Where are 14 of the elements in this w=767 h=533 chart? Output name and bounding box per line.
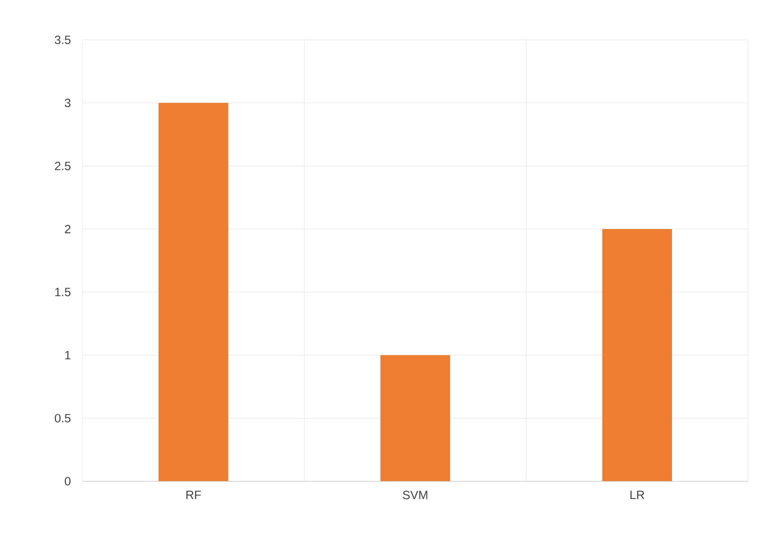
- y-tick-label: 1.5: [55, 288, 70, 296]
- y-tick-label: 3.5: [54, 36, 70, 44]
- y-tick-label: 2: [64, 224, 70, 234]
- bar: [158, 102, 228, 482]
- bar: [602, 228, 672, 482]
- x-tick-label: RF: [186, 490, 201, 499]
- y-tick-label: 1: [65, 351, 70, 360]
- bar: [380, 355, 450, 482]
- y-tick-label: 3: [64, 98, 70, 108]
- x-tick-label: LR: [630, 490, 644, 499]
- y-tick-label: 2.5: [54, 162, 70, 170]
- y-tick-label: 0.5: [54, 414, 70, 422]
- x-tick-label: SVM: [402, 490, 428, 500]
- y-tick-label: 0: [64, 476, 71, 486]
